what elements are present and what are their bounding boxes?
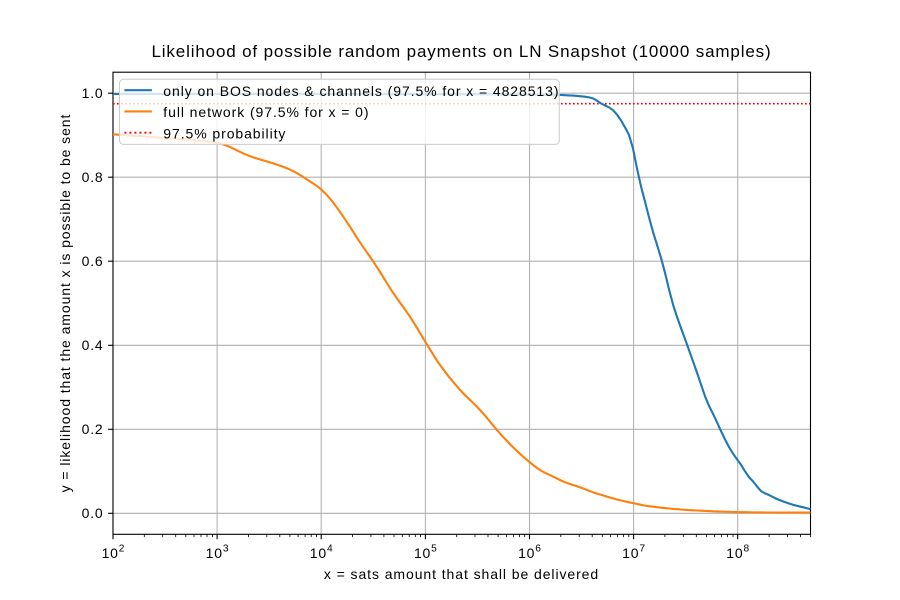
svg-text:97.5% probability: 97.5% probability [163,125,286,141]
svg-text:full network (97.5% for x = 0): full network (97.5% for x = 0) [163,104,369,120]
svg-text:1.0: 1.0 [82,85,104,101]
svg-text:0.0: 0.0 [82,505,104,521]
svg-text:0.4: 0.4 [82,337,104,353]
svg-text:Likelihood of possible random: Likelihood of possible random payments o… [152,42,772,61]
svg-text:0.6: 0.6 [82,253,104,269]
svg-text:x = sats amount that shall be: x = sats amount that shall be delivered [324,566,599,582]
svg-text:0.8: 0.8 [82,169,104,185]
svg-text:only on BOS nodes & channels (: only on BOS nodes & channels (97.5% for … [163,83,559,99]
svg-text:0.2: 0.2 [82,421,104,437]
svg-text:y = likelihood that the amount: y = likelihood that the amount x is poss… [57,114,73,493]
